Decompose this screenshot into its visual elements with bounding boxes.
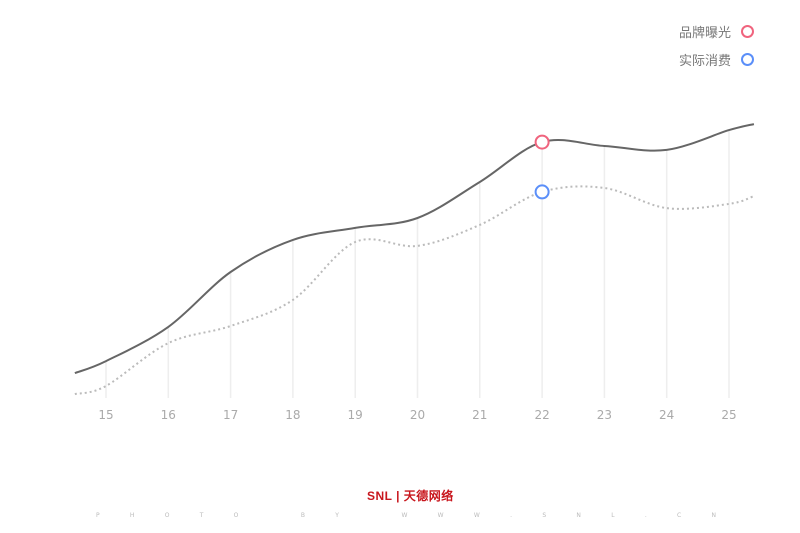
legend-label: 品牌曝光 [678,26,731,41]
credit-char: P [96,512,100,519]
credit-char: L [611,512,615,519]
x-tick-label: 16 [161,408,176,422]
credit-char: W [473,512,480,519]
legend-item-brand-exposure[interactable]: 品牌曝光 [679,22,754,41]
watermark-credit: P H O T O B Y W W W. S N L. C N [96,512,716,519]
x-tick-label: 24 [659,408,674,422]
credit-char: O [233,512,239,519]
x-tick-label: 23 [597,408,612,422]
credit-char: O [164,512,170,519]
credit-char: Y [335,512,339,519]
credit-char: H [129,512,135,519]
credit-char: B [300,512,306,519]
watermark-logo: SNL | 天德网络 [367,489,454,503]
legend-label: 实际消费 [678,54,731,69]
legend-circle-icon [741,25,754,38]
credit-char: N [576,512,581,519]
credit-char: . [644,512,647,519]
credit-char: T [199,512,204,519]
credit-char [369,512,371,519]
x-tick-label: 15 [98,408,113,422]
credit-char [269,512,271,519]
credit-char: W [437,512,444,519]
x-tick-label: 20 [410,408,425,422]
credit-char: N [711,512,717,519]
x-tick-label: 22 [534,408,549,422]
x-tick-label: 25 [721,408,736,422]
legend-circle-icon [741,53,754,66]
highlight-point [534,184,550,200]
series-line-brand-exposure [74,123,755,375]
credit-char: S [542,512,547,519]
x-tick-label: 21 [472,408,487,422]
series-line-actual-consumption [74,185,755,396]
x-tick-label: 17 [223,408,238,422]
credit-char: . [510,512,513,519]
x-tick-label: 18 [285,408,300,422]
credit-char: C [677,512,682,519]
highlight-point [534,134,550,150]
x-tick-label: 19 [348,408,363,422]
legend-item-actual-consumption[interactable]: 实际消费 [679,50,754,69]
credit-char: W [401,512,408,519]
